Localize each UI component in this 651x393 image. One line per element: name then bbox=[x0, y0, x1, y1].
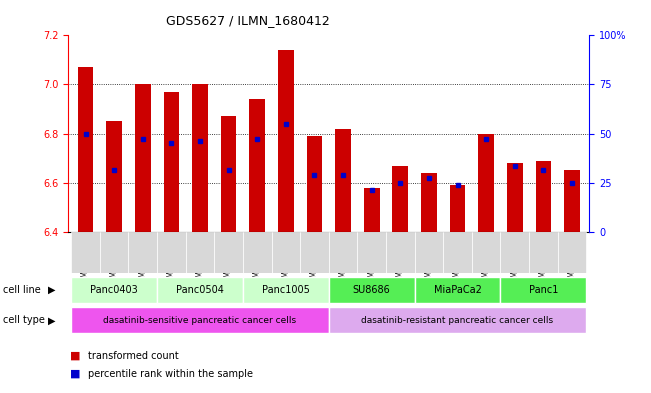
Bar bbox=[214, 232, 243, 273]
Bar bbox=[221, 116, 236, 232]
Bar bbox=[186, 232, 214, 273]
Bar bbox=[329, 307, 587, 333]
Bar bbox=[71, 277, 157, 303]
Bar bbox=[478, 134, 494, 232]
Bar bbox=[71, 307, 329, 333]
Bar bbox=[501, 232, 529, 273]
Bar bbox=[77, 67, 93, 232]
Text: cell type: cell type bbox=[3, 315, 45, 325]
Bar bbox=[300, 232, 329, 273]
Text: Panc1: Panc1 bbox=[529, 285, 558, 295]
Bar bbox=[157, 277, 243, 303]
Bar bbox=[163, 92, 179, 232]
Bar bbox=[243, 232, 271, 273]
Bar bbox=[71, 232, 100, 273]
Bar bbox=[443, 232, 472, 273]
Bar bbox=[536, 161, 551, 232]
Text: percentile rank within the sample: percentile rank within the sample bbox=[88, 369, 253, 379]
Text: GDS5627 / ILMN_1680412: GDS5627 / ILMN_1680412 bbox=[165, 14, 329, 27]
Text: SU8686: SU8686 bbox=[353, 285, 391, 295]
Bar bbox=[307, 136, 322, 232]
Text: MiaPaCa2: MiaPaCa2 bbox=[434, 285, 482, 295]
Bar bbox=[357, 232, 386, 273]
Bar bbox=[157, 232, 186, 273]
Bar bbox=[364, 188, 380, 232]
Text: cell line: cell line bbox=[3, 285, 41, 295]
Bar bbox=[501, 277, 587, 303]
Bar bbox=[278, 50, 294, 232]
Bar bbox=[415, 232, 443, 273]
Text: ■: ■ bbox=[70, 351, 81, 361]
Bar bbox=[106, 121, 122, 232]
Bar bbox=[329, 277, 415, 303]
Text: Panc0403: Panc0403 bbox=[90, 285, 138, 295]
Bar bbox=[415, 277, 501, 303]
Bar bbox=[472, 232, 501, 273]
Bar bbox=[507, 163, 523, 232]
Bar bbox=[558, 232, 587, 273]
Bar bbox=[564, 171, 580, 232]
Text: dasatinib-sensitive pancreatic cancer cells: dasatinib-sensitive pancreatic cancer ce… bbox=[104, 316, 297, 325]
Text: ▶: ▶ bbox=[48, 315, 55, 325]
Bar bbox=[335, 129, 351, 232]
Text: transformed count: transformed count bbox=[88, 351, 178, 361]
Text: Panc0504: Panc0504 bbox=[176, 285, 224, 295]
Text: Panc1005: Panc1005 bbox=[262, 285, 310, 295]
Bar bbox=[329, 232, 357, 273]
Text: ■: ■ bbox=[70, 369, 81, 379]
Text: ▶: ▶ bbox=[48, 285, 55, 295]
Text: dasatinib-resistant pancreatic cancer cells: dasatinib-resistant pancreatic cancer ce… bbox=[361, 316, 553, 325]
Bar bbox=[100, 232, 128, 273]
Bar bbox=[243, 277, 329, 303]
Bar bbox=[421, 173, 437, 232]
Bar bbox=[249, 99, 265, 232]
Bar bbox=[192, 84, 208, 232]
Bar bbox=[386, 232, 415, 273]
Bar bbox=[128, 232, 157, 273]
Bar bbox=[135, 84, 150, 232]
Bar bbox=[271, 232, 300, 273]
Bar bbox=[529, 232, 558, 273]
Bar bbox=[450, 185, 465, 232]
Bar bbox=[393, 165, 408, 232]
